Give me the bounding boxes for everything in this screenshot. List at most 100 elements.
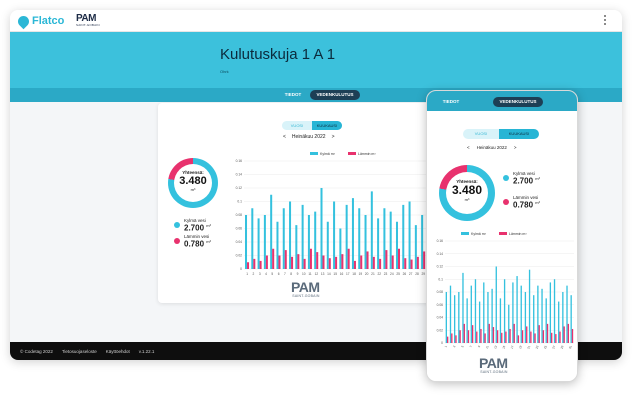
- mobile-prev-month-button[interactable]: <: [467, 145, 470, 150]
- bar-cold: [301, 204, 304, 269]
- hot-swatch: [174, 238, 180, 244]
- x-tick-label: 17: [346, 272, 350, 276]
- y-tick-label: 0.04: [236, 240, 243, 244]
- bar-hot: [559, 331, 561, 343]
- next-month-button[interactable]: >: [331, 134, 335, 140]
- bar-hot: [551, 332, 553, 343]
- x-tick-label: 1: [246, 272, 248, 276]
- bar-hot: [404, 258, 407, 269]
- bar-cold: [474, 279, 477, 343]
- mobile-month-navigator: < Heinäkuu 2022 >: [467, 145, 517, 150]
- mobile-period-month-button[interactable]: KUUKAUSI: [499, 129, 539, 139]
- y-tick-label: 0: [240, 267, 242, 271]
- bar-cold: [389, 211, 392, 269]
- y-tick-label: 0.12: [437, 265, 444, 269]
- bar-cold: [339, 228, 342, 269]
- bar-hot: [488, 323, 490, 343]
- bar-hot: [463, 323, 465, 343]
- tab-vedenkulutus[interactable]: VEDENKULUTUS: [310, 90, 360, 100]
- bar-hot: [316, 252, 319, 269]
- x-tick-label: 7: [469, 345, 473, 348]
- x-tick-label: 9: [297, 272, 299, 276]
- x-tick-label: 26: [403, 272, 407, 276]
- flatco-logo[interactable]: Flatco: [15, 13, 64, 29]
- bar-hot: [385, 250, 388, 269]
- bar-hot: [278, 255, 281, 269]
- cold-value: 2.700: [184, 223, 205, 233]
- bar-hot: [480, 328, 482, 343]
- bar-cold: [549, 282, 552, 343]
- period-year-button[interactable]: VUOSI: [282, 121, 312, 130]
- bar-cold: [483, 282, 485, 343]
- bar-hot: [259, 260, 262, 269]
- donut-center: Yhteensä: 3.480 m³: [174, 164, 212, 202]
- bar-cold: [524, 292, 527, 343]
- mobile-next-month-button[interactable]: >: [513, 145, 517, 150]
- bar-cold: [408, 201, 411, 269]
- y-tick-label: 0.16: [437, 239, 444, 243]
- total-donut-chart: Yhteensä: 3.480 m³: [168, 158, 218, 208]
- bar-cold: [562, 292, 564, 343]
- bar-cold: [528, 269, 531, 343]
- bar-cold: [553, 279, 556, 343]
- bar-cold: [276, 221, 279, 269]
- top-app-bar: Flatco PAM SAINT-GOBAIN: [10, 10, 622, 32]
- y-tick-label: 0.06: [437, 303, 444, 307]
- x-tick-label: 25: [543, 345, 548, 350]
- mobile-month-label: Heinäkuu 2022: [476, 145, 507, 150]
- bar-hot: [571, 328, 574, 343]
- y-tick-label: 0.04: [437, 316, 444, 320]
- mobile-hot-unit: m³: [535, 200, 540, 205]
- bar-hot: [309, 248, 312, 269]
- page-hero: Kulutuskuja 1 A 1 Ohrk: [10, 32, 622, 88]
- cold-swatch: [174, 222, 180, 228]
- mobile-daily-consumption-chart: Kylmä m³ Lämmin m³ 0.16 0.14 0.12 0.1 0.08 0.06…: [437, 232, 574, 350]
- y-tick-label: 0.1: [438, 277, 443, 281]
- bar-hot: [303, 258, 306, 269]
- bar-hot: [496, 330, 499, 343]
- bar-cold: [449, 285, 452, 343]
- bar-hot: [335, 256, 338, 269]
- x-tick-label: 2: [253, 272, 255, 276]
- y-tick-label: 0.1: [237, 200, 242, 204]
- bar-cold: [453, 295, 456, 343]
- mobile-preview: TIEDOT VEDENKULUTUS VUOSI KUUKAUSI < Hei…: [426, 90, 578, 382]
- bar-cold: [295, 225, 298, 269]
- mobile-total-label: Yhteensä:: [456, 179, 478, 184]
- more-menu-icon[interactable]: [604, 15, 608, 25]
- y-tick-label: 0.12: [236, 186, 243, 190]
- mobile-period-toggle: VUOSI KUUKAUSI: [463, 129, 539, 139]
- bar-cold: [491, 288, 493, 343]
- bar-cold: [314, 211, 317, 269]
- bar-hot: [328, 258, 331, 269]
- mobile-tab-vedenkulutus[interactable]: VEDENKULUTUS: [493, 97, 543, 107]
- mobile-pam-subtitle: SAINT-GOBAIN: [480, 370, 508, 374]
- bar-hot: [534, 333, 536, 343]
- bar-cold: [402, 204, 405, 269]
- x-tick-label: 3: [259, 272, 261, 276]
- page-title: Kulutuskuja 1 A 1: [220, 46, 336, 63]
- bar-hot: [322, 255, 325, 269]
- period-month-button[interactable]: KUUKAUSI: [312, 121, 342, 130]
- bar-hot: [372, 256, 375, 269]
- legend-label-1: Lämmin m³: [358, 152, 376, 156]
- x-tick-label: 27: [409, 272, 413, 276]
- mobile-period-year-button[interactable]: VUOSI: [463, 129, 499, 139]
- prev-month-button[interactable]: <: [283, 134, 286, 140]
- footer-privacy-link[interactable]: Tietosuojaseloste: [61, 348, 97, 354]
- cold-label: Kylmä vesi: [184, 218, 206, 223]
- footer-terms-link[interactable]: Käyttöehdot: [105, 348, 130, 354]
- legend-hot: Lämmin vesi 0.780 m³: [174, 234, 211, 249]
- pam-card-subtitle: SAINT-GOBAIN: [292, 294, 320, 298]
- y-tick-label: 0.14: [236, 173, 243, 177]
- mobile-tab-tiedot[interactable]: TIEDOT: [442, 99, 460, 104]
- bar-hot: [555, 334, 557, 343]
- tab-tiedot[interactable]: TIEDOT: [284, 92, 302, 97]
- mobile-pam-logo: PAM SAINT-GOBAIN: [479, 356, 508, 374]
- bar-cold: [282, 208, 285, 269]
- bar-hot: [476, 331, 478, 343]
- x-tick-label: 21: [526, 345, 531, 350]
- bar-hot: [423, 251, 426, 269]
- legend-swatch-0: [310, 152, 318, 155]
- x-tick-label: 31: [568, 345, 573, 350]
